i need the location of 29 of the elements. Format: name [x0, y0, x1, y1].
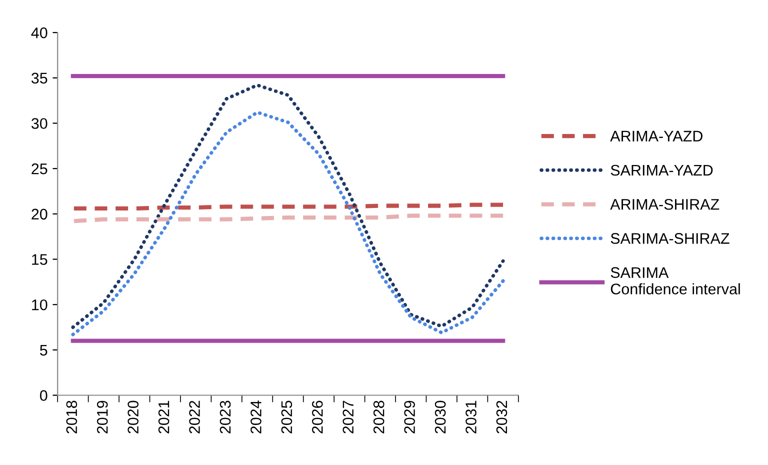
- legend-label: SARIMA-SHIRAZ: [610, 233, 730, 244]
- x-tick-label: 2025: [281, 400, 292, 434]
- x-tick-label: 2022: [189, 400, 200, 434]
- legend-label: ARIMA-YAZD: [610, 130, 702, 142]
- y-tick-label: 25: [32, 163, 48, 174]
- y-tick-label: 30: [31, 118, 48, 129]
- x-tick-label: 2030: [434, 400, 446, 434]
- legend-label: ARIMA-SHIRAZ: [610, 198, 720, 210]
- x-tick-label: 2031: [466, 400, 476, 434]
- y-tick-label: 35: [31, 72, 48, 84]
- x-tick-label: 2020: [128, 400, 138, 434]
- y-tick-label: 15: [32, 254, 48, 265]
- x-tick-label: 2026: [312, 400, 323, 434]
- x-tick-label: 2024: [250, 400, 262, 434]
- y-tick-label: 5: [40, 344, 48, 356]
- x-tick-label: 2021: [158, 400, 170, 434]
- y-tick-label: 40: [31, 27, 48, 38]
- x-tick-label: 2029: [404, 400, 415, 434]
- x-tick-label: 2023: [220, 400, 231, 434]
- y-tick-label: 0: [40, 390, 48, 401]
- x-tick-label: 2032: [496, 400, 508, 434]
- x-tick-label: 2019: [96, 400, 108, 434]
- legend-label: SARIMA Confidence interval: [610, 267, 740, 294]
- x-tick-label: 2018: [66, 400, 78, 434]
- y-tick-label: 20: [32, 208, 48, 220]
- y-tick-label: 10: [32, 299, 48, 310]
- x-tick-label: 2027: [342, 400, 354, 434]
- x-tick-label: 2028: [373, 400, 384, 434]
- legend-label: SARIMA-YAZD: [610, 164, 713, 176]
